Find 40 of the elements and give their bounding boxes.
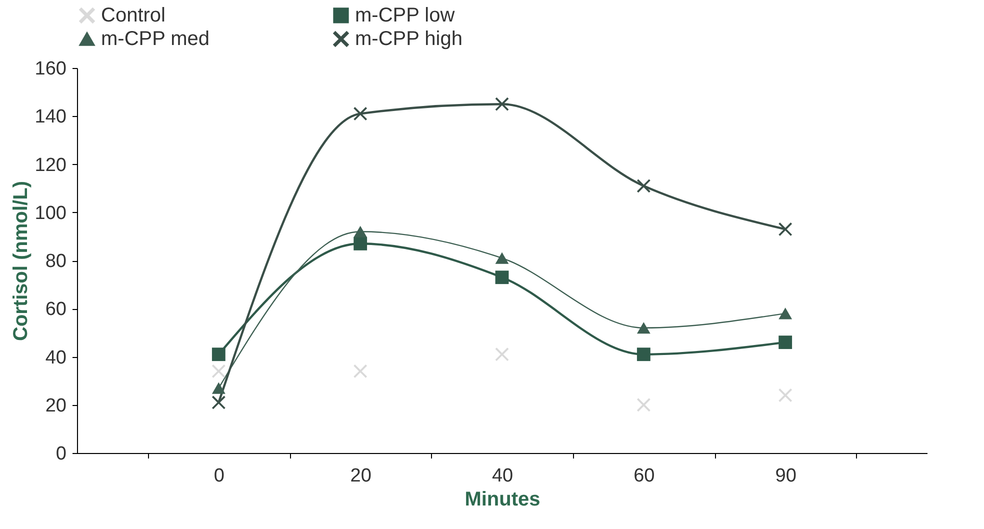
y-tick-label: 100 — [34, 202, 66, 224]
point — [212, 382, 226, 394]
point — [212, 348, 226, 362]
point — [778, 222, 792, 236]
x-tick-label: 40 — [492, 466, 514, 486]
x-tick-label: 0 — [214, 466, 224, 486]
point — [212, 396, 226, 410]
point — [636, 398, 650, 412]
point — [778, 388, 792, 402]
y-tick-label: 20 — [45, 395, 66, 416]
x-axis-title: Minutes — [464, 488, 540, 510]
point — [778, 308, 792, 320]
point — [495, 348, 509, 362]
x-tick-label: 20 — [350, 466, 372, 486]
point — [354, 364, 368, 378]
point — [354, 226, 368, 238]
point — [495, 252, 509, 264]
y-tick-label: 80 — [45, 251, 66, 272]
point — [354, 107, 368, 120]
point — [778, 336, 792, 350]
x-tick-label: 90 — [775, 466, 796, 486]
y-tick-label: 40 — [45, 347, 66, 368]
y-tick-label: 160 — [34, 58, 66, 80]
point — [495, 97, 509, 111]
y-tick-label: 120 — [34, 154, 66, 176]
legend-label: Control — [101, 4, 166, 26]
point — [354, 236, 368, 250]
legend-label: m-CPP med — [101, 28, 210, 50]
x-tick-label: 60 — [634, 466, 655, 486]
y-tick-label: 0 — [56, 444, 66, 464]
legend-label: m-CPP low — [355, 4, 456, 26]
point — [636, 179, 650, 193]
point — [636, 348, 650, 362]
point — [212, 364, 226, 378]
legend-label: m-CPP high — [355, 28, 462, 50]
point — [636, 322, 650, 334]
y-axis-title: Cortisol (nmol/L) — [10, 181, 32, 341]
y-tick-label: 60 — [45, 299, 66, 320]
point — [495, 270, 509, 284]
y-tick-label: 140 — [34, 106, 66, 128]
